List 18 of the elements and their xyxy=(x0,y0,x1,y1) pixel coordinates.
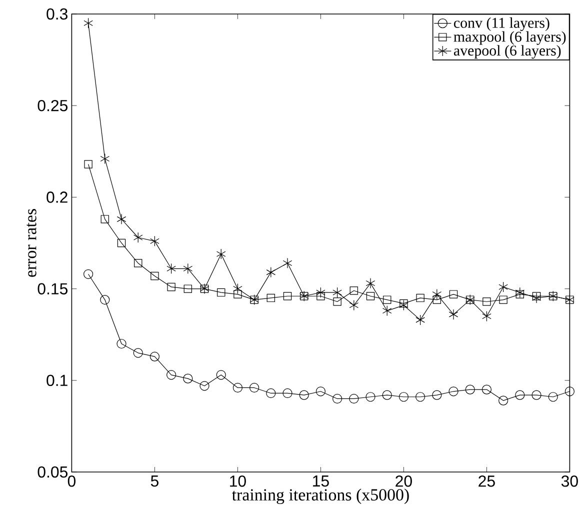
legend-label: conv (11 layers) xyxy=(454,17,550,31)
x-axis-title: training iterations (x5000) xyxy=(232,488,409,504)
legend-label: avepool (6 layers) xyxy=(454,45,561,59)
x-tick-label: 20 xyxy=(396,476,412,487)
legend-label: maxpool (6 layers) xyxy=(454,31,566,45)
y-tick-label: 0.1 xyxy=(46,374,68,386)
y-tick-label: 0.05 xyxy=(38,466,68,478)
x-tick-label: 25 xyxy=(478,476,495,487)
x-tick-label: 5 xyxy=(150,476,158,487)
x-tick-label: 0 xyxy=(68,476,76,487)
x-tick-label: 30 xyxy=(561,476,578,487)
y-tick-label: 0.3 xyxy=(46,8,68,20)
x-tick-label: 10 xyxy=(230,476,246,487)
y-tick-label: 0.2 xyxy=(46,192,68,203)
y-tick-label: 0.25 xyxy=(38,100,68,112)
x-tick-label: 15 xyxy=(313,476,329,487)
y-tick-label: 0.15 xyxy=(38,283,68,294)
y-axis-title: error rates xyxy=(26,209,36,277)
